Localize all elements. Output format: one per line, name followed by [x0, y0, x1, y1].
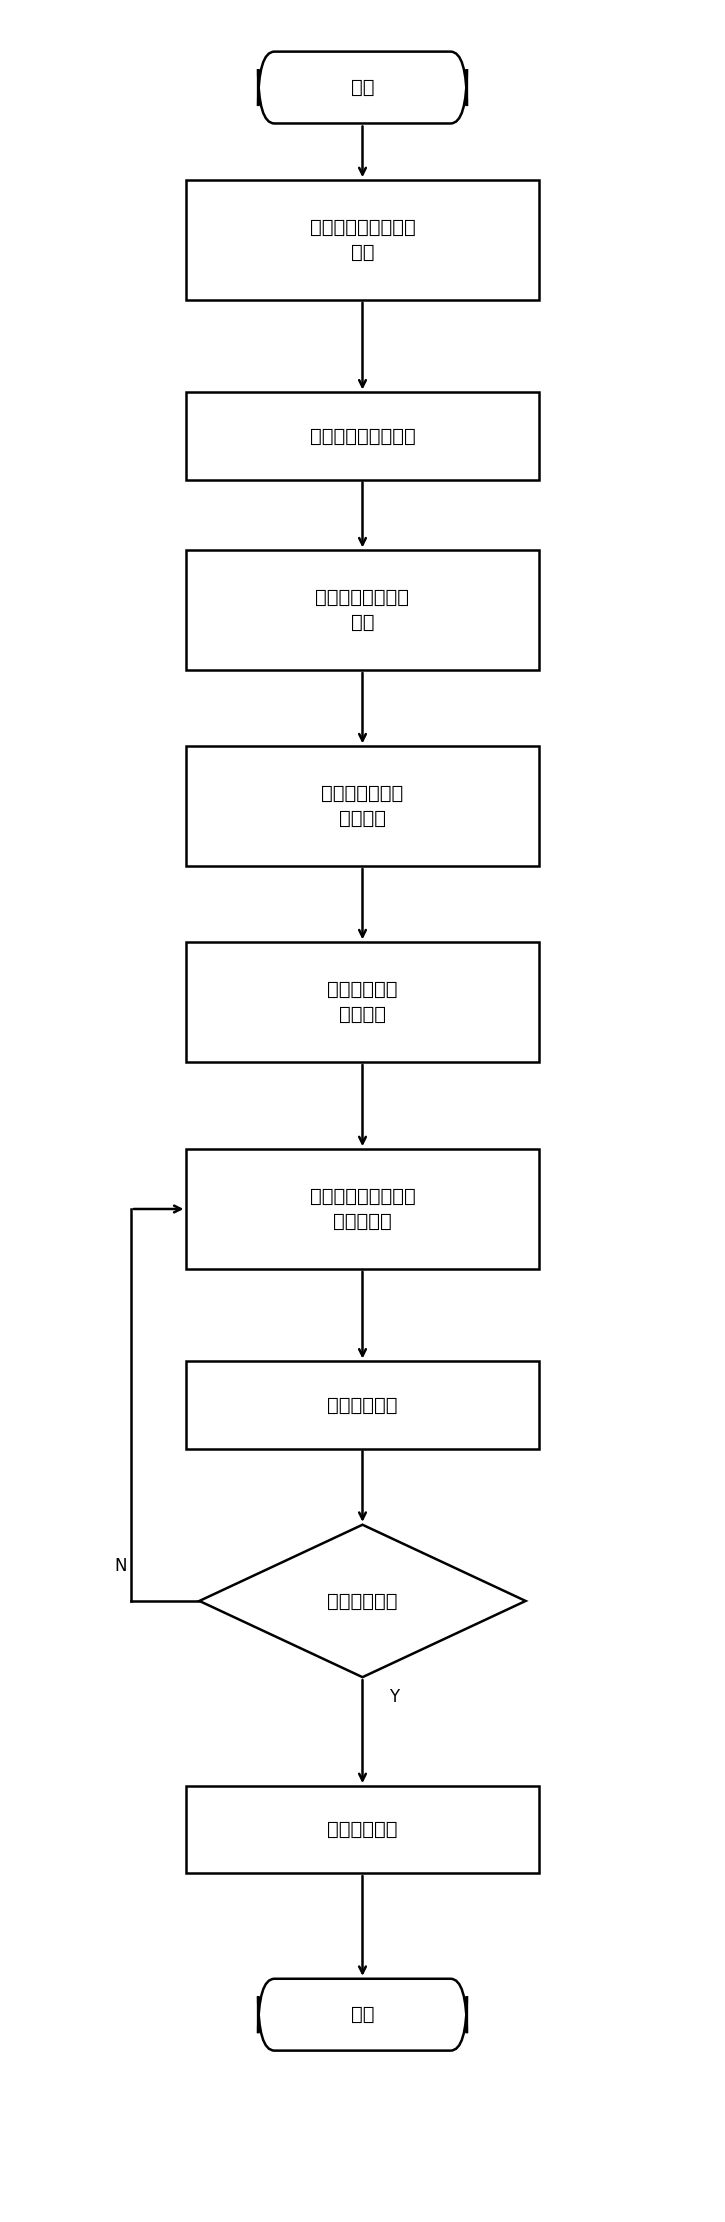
Text: 获取时延估计: 获取时延估计	[327, 1820, 398, 1840]
Bar	[186, 1149, 539, 1269]
Bar	[186, 1786, 539, 1873]
Text: Y: Y	[389, 1689, 399, 1706]
Bar	[186, 180, 539, 300]
Text: 达到终止条件: 达到终止条件	[327, 1591, 398, 1611]
Polygon shape	[199, 1524, 526, 1678]
Bar	[186, 942, 539, 1062]
Text: N: N	[115, 1558, 128, 1575]
Text: 结束: 结束	[351, 2004, 374, 2024]
Bar	[186, 747, 539, 867]
Text: 发射信号后接收回波
信号: 发射信号后接收回波 信号	[310, 218, 415, 262]
Text: 压缩测量并单比特
量化: 压缩测量并单比特 量化	[315, 589, 410, 633]
FancyBboxPatch shape	[258, 1980, 467, 2051]
Text: 求解最邻近的
时延网格: 求解最邻近的 时延网格	[327, 980, 398, 1024]
Text: 参数化稀疏表示回波: 参数化稀疏表示回波	[310, 427, 415, 444]
Text: 建立单比特压缩
感知模型: 建立单比特压缩 感知模型	[321, 784, 404, 829]
Text: 更新时延估计: 更新时延估计	[327, 1395, 398, 1415]
Text: 开始: 开始	[351, 78, 374, 98]
Text: 求解目标反射系数和
时延偏移量: 求解目标反射系数和 时延偏移量	[310, 1187, 415, 1231]
Bar	[186, 551, 539, 671]
Bar	[186, 393, 539, 480]
FancyBboxPatch shape	[258, 51, 467, 124]
Bar	[186, 1362, 539, 1449]
